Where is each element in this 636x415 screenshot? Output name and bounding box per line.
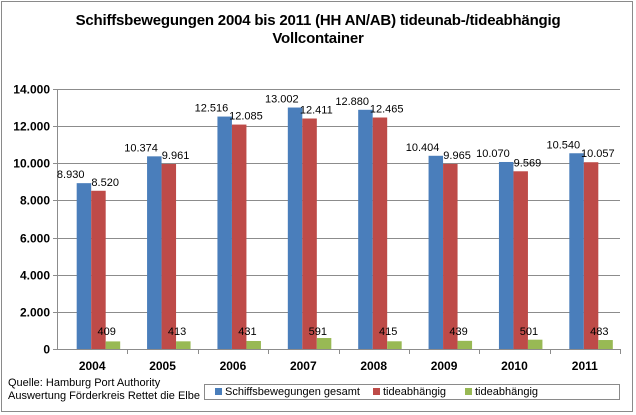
- y-tick-label: 6.000: [20, 232, 50, 246]
- data-label-series-1: 12.880: [335, 96, 369, 108]
- bar-series-3: [246, 340, 261, 349]
- data-label-series-3: 591: [309, 326, 327, 338]
- bar-series-2: [161, 164, 177, 349]
- legend-label-series-2: tideabhängig: [383, 386, 447, 398]
- legend-item-series-1: Schiffsbewegungen gesamt: [215, 386, 360, 398]
- legend-swatch-series-2: [373, 388, 380, 395]
- data-label-series-1: 10.540: [546, 139, 580, 151]
- y-tick-label: 4.000: [20, 269, 50, 283]
- chart-title-line-2: Vollcontainer: [272, 30, 364, 47]
- x-tick-label: 2007: [290, 359, 317, 373]
- bar-series-3: [316, 338, 332, 349]
- bar-series-1: [147, 156, 162, 349]
- data-label-series-1: 8.930: [57, 169, 85, 181]
- bar-series-2: [513, 171, 528, 349]
- x-tick-label: 2006: [220, 359, 247, 373]
- data-label-series-2: 12.085: [229, 111, 263, 123]
- data-label-series-1: 10.070: [476, 148, 510, 160]
- bar-chart: 0 2.000 4.000 6.000 8.000 10.000 12.000 14.000 8…: [13, 83, 621, 373]
- data-label-series-1: 12.516: [195, 103, 229, 115]
- data-label-series-3: 415: [379, 326, 397, 338]
- bar-series-1: [76, 183, 92, 349]
- data-label-series-1: 10.404: [406, 142, 440, 154]
- legend-label-series-3: tideabhängig: [475, 386, 539, 398]
- chart-title-line-1: Schiffsbewegungen 2004 bis 2011 (HH AN/A…: [75, 12, 561, 29]
- bar-series-1: [428, 155, 444, 349]
- source-line-1: Quelle: Hamburg Port Authority: [8, 377, 161, 389]
- data-label-series-3: 439: [449, 326, 467, 338]
- legend-label-series-1: Schiffsbewegungen gesamt: [225, 386, 360, 398]
- bar-series-2: [583, 162, 599, 349]
- data-label-series-3: 409: [98, 326, 116, 338]
- x-tick-label: 2009: [431, 359, 458, 373]
- legend-item-series-3: tideabhängig: [465, 386, 538, 398]
- x-tick-label: 2004: [79, 359, 106, 373]
- bar-series-2: [231, 124, 247, 349]
- bar-series-2: [372, 117, 388, 349]
- bar-series-3: [457, 340, 473, 349]
- bar-series-1: [287, 107, 303, 349]
- bar-series-2: [302, 118, 317, 349]
- bar-series-3: [598, 340, 613, 349]
- data-label-series-3: 483: [590, 326, 608, 338]
- data-label-series-2: 9.569: [514, 157, 542, 169]
- legend-swatch-series-1: [215, 388, 222, 395]
- x-tick-label: 2005: [149, 359, 176, 373]
- bar-series-1: [358, 109, 373, 349]
- y-tick-label: 10.000: [13, 157, 50, 171]
- data-label-series-2: 8.520: [91, 177, 119, 189]
- bar-series-3: [527, 339, 543, 349]
- data-label-series-2: 12.465: [370, 104, 404, 116]
- bar-series-1: [217, 116, 232, 349]
- data-label-series-3: 431: [238, 326, 256, 338]
- bar-series-2: [443, 163, 458, 349]
- y-tick-label: 14.000: [13, 83, 50, 97]
- data-label-series-2: 9.961: [162, 150, 190, 162]
- y-tick-label: 8.000: [20, 194, 50, 208]
- data-label-series-2: 9.965: [443, 150, 471, 162]
- bar-series-3: [176, 341, 191, 349]
- data-label-series-2: 10.057: [581, 148, 615, 160]
- data-label-series-3: 413: [168, 326, 186, 338]
- y-tick-label: 0: [43, 343, 50, 357]
- data-label-series-1: 10.374: [124, 142, 158, 154]
- legend-swatch-series-3: [465, 388, 472, 395]
- x-tick-label: 2008: [360, 359, 387, 373]
- bar-series-3: [105, 341, 121, 349]
- bar-series-1: [498, 161, 514, 349]
- data-label-series-3: 501: [520, 326, 538, 338]
- y-tick-label: 2.000: [20, 306, 50, 320]
- source-note: Quelle: Hamburg Port Authority Auswertun…: [8, 377, 200, 402]
- y-tick-label: 12.000: [13, 120, 50, 134]
- bar-series-3: [387, 341, 402, 349]
- bar-series-2: [91, 190, 106, 349]
- x-tick-label: 2010: [501, 359, 528, 373]
- data-label-series-1: 13.002: [265, 94, 299, 106]
- chart-legend: Schiffsbewegungen gesamt tideabhängig ti…: [204, 384, 620, 400]
- legend-item-series-2: tideabhängig: [373, 386, 446, 398]
- bar-series-1: [569, 153, 584, 349]
- data-label-series-2: 12.411: [300, 105, 333, 117]
- x-tick-label: 2011: [572, 359, 598, 373]
- source-line-2: Auswertung Förderkreis Rettet die Elbe: [8, 389, 200, 402]
